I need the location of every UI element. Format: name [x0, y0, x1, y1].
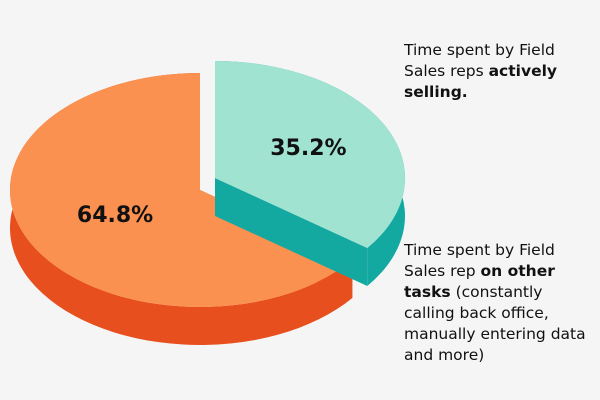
pie-slice-1-top — [215, 61, 405, 248]
legend-2-prefix: Time spent by Field Sales rep — [404, 241, 555, 280]
legend-1-bold: actively selling. — [404, 62, 557, 101]
legend-1-prefix: Time spent by Field Sales reps — [404, 41, 555, 80]
legend-entry-actively-selling: Time spent by Field Sales reps actively … — [404, 40, 594, 103]
legend-2-bold: on other tasks — [404, 262, 555, 301]
pie-slices — [10, 61, 406, 345]
pie-slice-2-top — [10, 73, 353, 308]
pie-slice-1-face-end — [215, 178, 368, 286]
pie-slice-1-label: 35.2% — [270, 136, 346, 161]
pie-slice-2-label: 64.8% — [77, 203, 153, 228]
pie-labels: 64.8% 35.2% — [77, 136, 347, 228]
pie-slice-2-rim — [10, 73, 353, 345]
pie-slice-1 — [215, 61, 406, 286]
legend-2-suffix: (constantly calling back office, manuall… — [404, 283, 586, 364]
legend-entry-other-tasks: Time spent by Field Sales rep on other t… — [404, 240, 596, 366]
